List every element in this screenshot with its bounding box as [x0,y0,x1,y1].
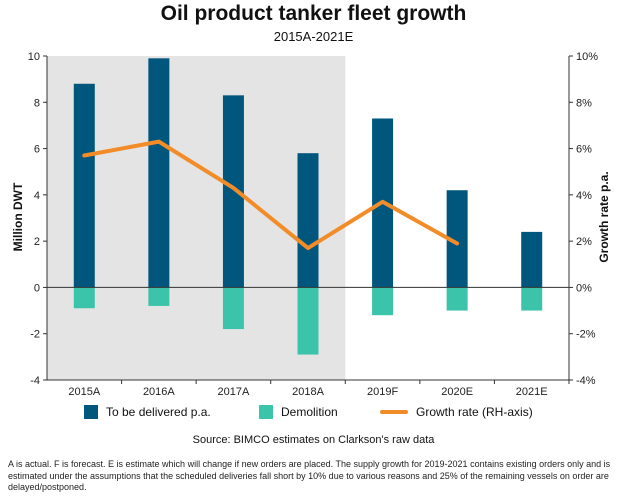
footnote: A is actual. F is forecast. E is estimat… [8,459,611,492]
bar-delivered-2016A [148,58,170,288]
y-tick-left-label: 10 [28,51,40,63]
legend-item-growth: Growth rate (RH-axis) [380,405,533,419]
x-tick-label: 2019F [367,386,398,398]
y-tick-right-label: 4% [576,190,592,202]
x-tick-label: 2016A [143,386,175,398]
chart-legend: To be delivered p.a. Demolition Growth r… [0,405,627,427]
chart-plot: -4 -2 0 2 4 6 8 10 -4% -2% 0% 2% 4% 6% 8% 10% 2015A 2016A… [11,51,611,398]
y-axis-label-right: Growth rate p.a. [597,171,611,262]
x-tick-label: 2020E [441,386,473,398]
legend-label-growth: Growth rate (RH-axis) [416,405,533,419]
x-tick-label: 2017A [218,386,250,398]
source-note: Source: BIMCO estimates on Clarkson's ra… [192,434,435,446]
y-tick-right-label: 6% [576,144,592,156]
y-tick-right-label: 8% [576,97,592,109]
legend-swatch-delivered [84,405,98,419]
y-axis-label-left: Million DWT [11,182,25,251]
x-tick-label: 2021E [516,386,548,398]
legend-label-delivered: To be delivered p.a. [106,405,211,419]
bar-demolition-2019F [372,287,394,316]
bar-demolition-2016A [148,287,170,306]
y-tick-left-label: 2 [34,236,40,248]
y-tick-left-label: -4 [30,375,40,387]
growth-rate-line [82,139,460,251]
legend-item-demolition: Demolition [259,405,338,419]
y-tick-left-label: -2 [30,329,40,341]
bar-delivered-2020E [446,190,468,288]
chart-subtitle: 2015A-2021E [273,29,354,44]
y-tick-left-label: 4 [34,190,40,202]
bar-delivered-2018A [297,153,319,288]
legend-swatch-demolition [259,405,273,419]
bar-demolition-2015A [73,287,95,309]
bar-demolition-2018A [297,287,319,355]
chart-title: Oil product tanker fleet growth [160,2,467,25]
y-tick-right-label: 10% [576,51,598,63]
bar-demolition-2017A [222,287,244,330]
y-tick-right-label: -4% [576,375,596,387]
actual-period-shading [47,56,346,380]
legend-item-delivered: To be delivered p.a. [84,405,211,419]
y-tick-right-label: 2% [576,236,592,248]
y-tick-left-label: 6 [34,144,40,156]
x-tick-label: 2015A [68,386,100,398]
bar-demolition-2020E [446,287,468,311]
y-tick-right-label: -2% [576,329,596,341]
y-tick-left-label: 0 [34,282,40,294]
legend-swatch-growth [380,410,408,414]
bar-demolition-2021E [521,287,543,311]
legend-label-demolition: Demolition [281,405,338,419]
x-tick-label: 2018A [292,386,324,398]
bar-delivered-2015A [73,83,95,288]
bar-delivered-2017A [222,95,244,288]
y-tick-right-label: 0% [576,282,592,294]
y-tick-left-label: 8 [34,97,40,109]
bar-delivered-2021E [521,231,543,288]
